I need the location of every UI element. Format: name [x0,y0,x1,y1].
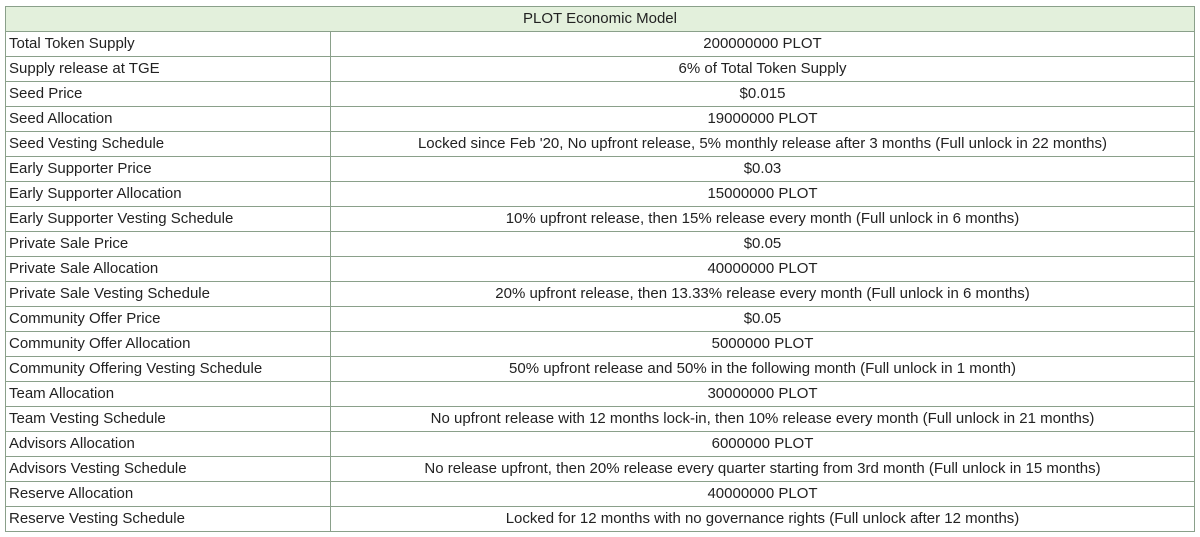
row-value: Locked for 12 months with no governance … [330,506,1195,532]
row-label: Early Supporter Allocation [5,181,331,207]
row-value: $0.05 [330,231,1195,257]
table-row: Seed Vesting Schedule Locked since Feb '2… [5,131,1195,157]
row-value: $0.05 [330,306,1195,332]
table-row: Advisors Vesting Schedule No release upfr… [5,456,1195,482]
row-value: 200000000 PLOT [330,31,1195,57]
table-row: Private Sale Allocation 40000000 PLOT [5,256,1195,282]
row-label: Early Supporter Vesting Schedule [5,206,331,232]
row-value: 6% of Total Token Supply [330,56,1195,82]
row-label: Early Supporter Price [5,156,331,182]
table-row: Early Supporter Allocation 15000000 PLOT [5,181,1195,207]
row-label: Advisors Vesting Schedule [5,456,331,482]
table-row: Early Supporter Vesting Schedule 10% upfr… [5,206,1195,232]
row-value: Locked since Feb '20, No upfront release… [330,131,1195,157]
row-value: 20% upfront release, then 13.33% release… [330,281,1195,307]
row-label: Community Offer Allocation [5,331,331,357]
row-value: 10% upfront release, then 15% release ev… [330,206,1195,232]
row-label: Seed Price [5,81,331,107]
row-value: 50% upfront release and 50% in the follo… [330,356,1195,382]
row-value: 5000000 PLOT [330,331,1195,357]
table-row: Total Token Supply 200000000 PLOT [5,31,1195,57]
row-value: $0.03 [330,156,1195,182]
row-label: Seed Vesting Schedule [5,131,331,157]
row-label: Community Offering Vesting Schedule [5,356,331,382]
row-label: Supply release at TGE [5,56,331,82]
row-label: Seed Allocation [5,106,331,132]
table-title: PLOT Economic Model [5,6,1195,32]
table-row: Seed Price $0.015 [5,81,1195,107]
row-value: 15000000 PLOT [330,181,1195,207]
row-label: Community Offer Price [5,306,331,332]
row-label: Reserve Vesting Schedule [5,506,331,532]
row-label: Advisors Allocation [5,431,331,457]
row-label: Reserve Allocation [5,481,331,507]
row-label: Team Vesting Schedule [5,406,331,432]
row-value: 19000000 PLOT [330,106,1195,132]
table-row: Community Offer Price $0.05 [5,306,1195,332]
table-row: Private Sale Vesting Schedule 20% upfront… [5,281,1195,307]
row-label: Total Token Supply [5,31,331,57]
economic-table: PLOT Economic Model Total Token Supply 20… [5,6,1195,532]
table-body: Total Token Supply 200000000 PLOT Supply r… [5,31,1195,532]
row-label: Private Sale Allocation [5,256,331,282]
row-value: 30000000 PLOT [330,381,1195,407]
table-row: Supply release at TGE 6% of Total Token S… [5,56,1195,82]
table-row: Reserve Allocation 40000000 PLOT [5,481,1195,507]
table-row: Community Offering Vesting Schedule 50% u… [5,356,1195,382]
table-row: Team Allocation 30000000 PLOT [5,381,1195,407]
table-row: Reserve Vesting Schedule Locked for 12 mo… [5,506,1195,532]
table-row: Seed Allocation 19000000 PLOT [5,106,1195,132]
table-row: Team Vesting Schedule No upfront release … [5,406,1195,432]
table-row: Private Sale Price $0.05 [5,231,1195,257]
table-row: Community Offer Allocation 5000000 PLOT [5,331,1195,357]
row-value: 6000000 PLOT [330,431,1195,457]
row-value: No upfront release with 12 months lock-i… [330,406,1195,432]
row-label: Team Allocation [5,381,331,407]
row-label: Private Sale Price [5,231,331,257]
row-label: Private Sale Vesting Schedule [5,281,331,307]
table-row: Advisors Allocation 6000000 PLOT [5,431,1195,457]
row-value: $0.015 [330,81,1195,107]
row-value: No release upfront, then 20% release eve… [330,456,1195,482]
header-row: PLOT Economic Model [5,6,1195,32]
row-value: 40000000 PLOT [330,481,1195,507]
table-row: Early Supporter Price $0.03 [5,156,1195,182]
row-value: 40000000 PLOT [330,256,1195,282]
